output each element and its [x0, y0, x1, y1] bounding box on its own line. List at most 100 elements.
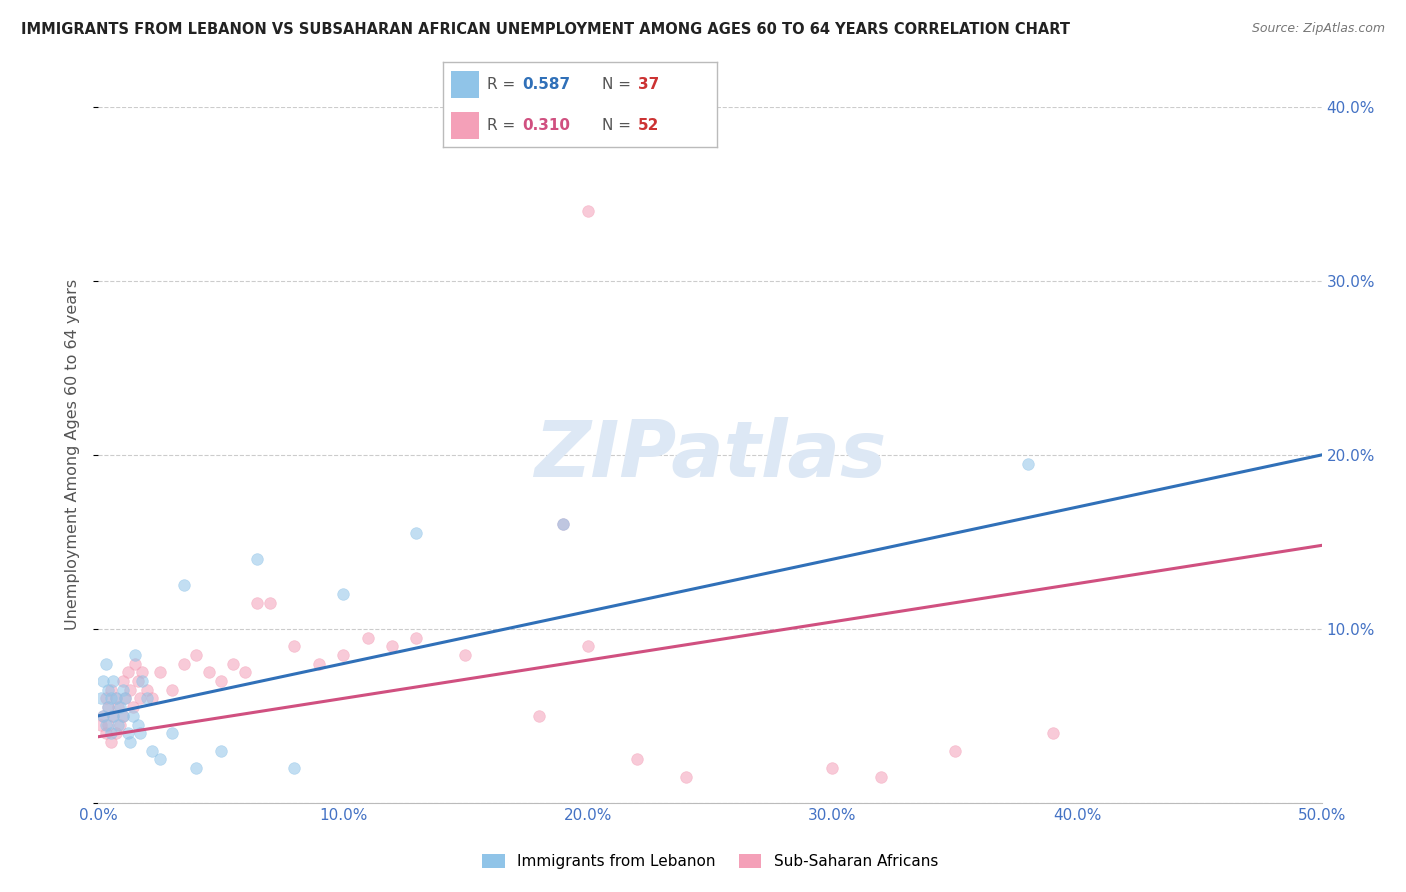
Point — [97, 700, 120, 714]
Point — [114, 691, 136, 706]
Point — [149, 665, 172, 680]
Point — [246, 596, 269, 610]
Point — [1042, 726, 1064, 740]
Point — [283, 761, 305, 775]
Point — [111, 674, 134, 689]
Point — [94, 691, 117, 706]
Point — [110, 717, 132, 731]
Legend: Immigrants from Lebanon, Sub-Saharan Africans: Immigrants from Lebanon, Sub-Saharan Afr… — [475, 847, 945, 875]
Point — [131, 674, 153, 689]
Point — [259, 596, 281, 610]
Point — [127, 674, 149, 689]
Point — [209, 674, 232, 689]
Point — [553, 517, 575, 532]
Point — [91, 708, 114, 723]
Point — [117, 726, 139, 740]
Point — [129, 726, 152, 740]
Point — [576, 204, 599, 219]
Point — [97, 682, 120, 697]
Point — [121, 700, 143, 714]
Point — [117, 665, 139, 680]
Text: N =: N = — [602, 77, 636, 92]
Point — [136, 682, 159, 697]
Point — [222, 657, 245, 671]
Point — [91, 708, 114, 723]
Point — [454, 648, 477, 662]
Text: 52: 52 — [637, 118, 659, 133]
Point — [129, 691, 152, 706]
Point — [100, 735, 122, 749]
Point — [107, 700, 129, 714]
Point — [94, 717, 117, 731]
Point — [405, 631, 427, 645]
Point — [233, 665, 256, 680]
Point — [111, 708, 134, 723]
Y-axis label: Unemployment Among Ages 60 to 64 years: Unemployment Among Ages 60 to 64 years — [65, 279, 80, 631]
Point — [101, 708, 124, 723]
Point — [111, 682, 134, 697]
Point — [124, 648, 146, 662]
Point — [821, 761, 844, 775]
Point — [283, 639, 305, 653]
Point — [149, 752, 172, 766]
Text: 37: 37 — [637, 77, 659, 92]
Text: 0.310: 0.310 — [523, 118, 571, 133]
Point — [186, 761, 208, 775]
Point — [943, 744, 966, 758]
Point — [173, 578, 195, 592]
Point — [136, 691, 159, 706]
Text: R =: R = — [486, 77, 520, 92]
Point — [141, 691, 163, 706]
Point — [100, 726, 122, 740]
Point — [553, 517, 575, 532]
Point — [114, 691, 136, 706]
Point — [100, 691, 122, 706]
Point — [104, 691, 127, 706]
Point — [160, 726, 183, 740]
Point — [101, 674, 124, 689]
Text: IMMIGRANTS FROM LEBANON VS SUBSAHARAN AFRICAN UNEMPLOYMENT AMONG AGES 60 TO 64 Y: IMMIGRANTS FROM LEBANON VS SUBSAHARAN AF… — [21, 22, 1070, 37]
Point — [107, 717, 129, 731]
Point — [1017, 457, 1039, 471]
Point — [160, 682, 183, 697]
Point — [381, 639, 404, 653]
Text: R =: R = — [486, 118, 520, 133]
Point — [576, 639, 599, 653]
Point — [405, 526, 427, 541]
Point — [97, 700, 120, 714]
Point — [246, 552, 269, 566]
Point — [332, 648, 354, 662]
Point — [111, 708, 134, 723]
Bar — [451, 112, 478, 139]
Text: Source: ZipAtlas.com: Source: ZipAtlas.com — [1251, 22, 1385, 36]
Point — [120, 735, 142, 749]
Point — [870, 770, 893, 784]
Point — [141, 744, 163, 758]
Point — [308, 657, 330, 671]
Point — [110, 700, 132, 714]
Point — [173, 657, 195, 671]
Point — [124, 657, 146, 671]
Point — [94, 657, 117, 671]
Point — [91, 674, 114, 689]
Point — [527, 708, 550, 723]
Point — [186, 648, 208, 662]
Text: ZIPatlas: ZIPatlas — [534, 417, 886, 493]
Point — [90, 717, 112, 731]
Point — [356, 631, 378, 645]
Point — [120, 682, 142, 697]
Point — [90, 691, 112, 706]
Point — [209, 744, 232, 758]
Bar — [451, 71, 478, 98]
Point — [131, 665, 153, 680]
Point — [104, 726, 127, 740]
Point — [94, 726, 117, 740]
Text: 0.587: 0.587 — [523, 77, 571, 92]
Text: N =: N = — [602, 118, 636, 133]
Point — [104, 691, 127, 706]
Point — [332, 587, 354, 601]
Point — [626, 752, 648, 766]
Point — [121, 708, 143, 723]
Point — [127, 717, 149, 731]
Point — [101, 708, 124, 723]
